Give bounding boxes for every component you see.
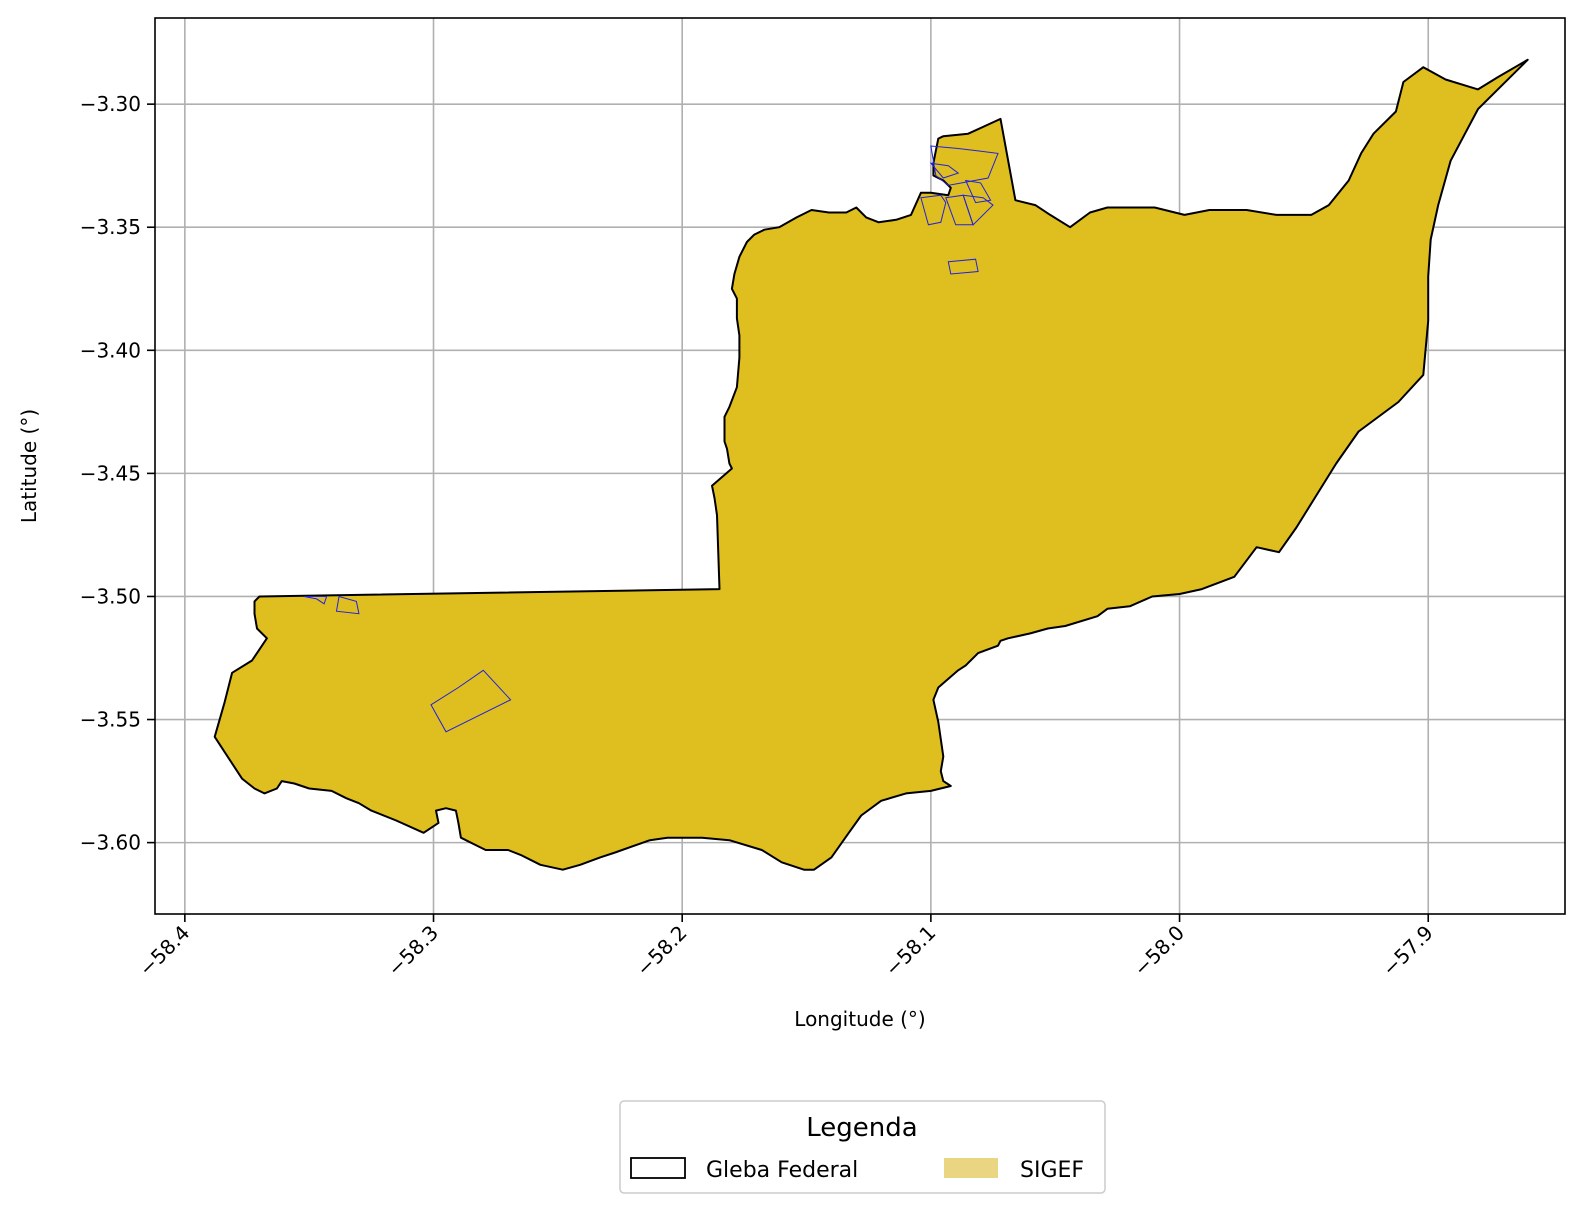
x-axis-label: Longitude (°) (794, 1007, 925, 1031)
sigef-parcel (930, 145, 999, 186)
legend-gleba-federal-label: Gleba Federal (706, 1158, 858, 1183)
legend-sigef-swatch (944, 1158, 998, 1178)
y-tick-label: −3.45 (80, 461, 141, 485)
sigef-parcel (962, 194, 994, 226)
y-axis-label: Latitude (°) (17, 409, 41, 523)
sigef-parcel (430, 669, 512, 733)
y-tick-label: −3.50 (80, 584, 141, 608)
sigef-parcel (947, 258, 979, 275)
y-tick-label: −3.60 (80, 831, 141, 855)
sigef-parcel (920, 194, 947, 226)
y-tick-label: −3.35 (80, 215, 141, 239)
sigef-parcel (929, 162, 960, 179)
y-tick-label: −3.40 (80, 338, 141, 362)
legend-sigef-label: SIGEF (1020, 1158, 1084, 1183)
legend: Legenda Gleba Federal SIGEF (619, 1100, 1106, 1194)
sigef-parcel (304, 596, 328, 605)
sigef-parcel (335, 595, 360, 615)
y-tick-label: −3.30 (80, 92, 141, 116)
y-tick-label: −3.55 (80, 708, 141, 732)
gleba-federal-polygon (213, 58, 1529, 871)
gleba-federal-layer (213, 58, 1529, 871)
legend-gleba-federal-swatch (630, 1157, 686, 1179)
legend-title: Legenda (806, 1113, 917, 1143)
plot-frame (154, 17, 1566, 915)
sigef-parcel (964, 179, 992, 204)
sigef-parcels-layer (304, 145, 999, 733)
